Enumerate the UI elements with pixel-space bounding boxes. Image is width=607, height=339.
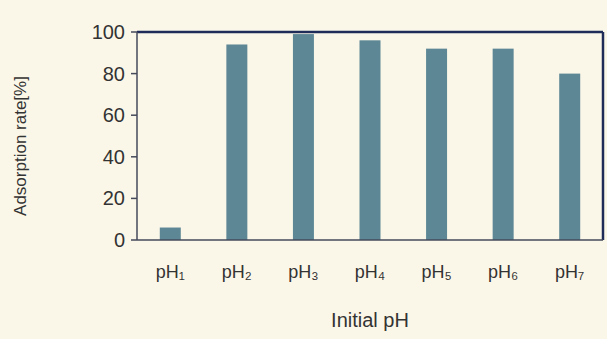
- y-axis-label: Adsorption rate[%]: [11, 76, 30, 216]
- bar: [493, 49, 514, 240]
- x-tick-label: pH₃: [288, 262, 318, 282]
- x-tick-label: pH₅: [421, 262, 451, 282]
- x-axis-label: Initial pH: [331, 309, 409, 331]
- y-tick: [131, 239, 137, 241]
- chart-container: 0 20 40 60 80 100 pH₁ pH₂ pH₃ pH₄ pH₅ pH₆ pH₇ Initial…: [0, 0, 607, 339]
- y-tick: [131, 31, 137, 33]
- x-tick-label: pH₇: [555, 262, 584, 282]
- y-tick: [131, 114, 137, 116]
- y-tick-label: 80: [103, 63, 125, 85]
- bar: [426, 49, 447, 240]
- y-tick: [131, 73, 137, 75]
- x-tick-label: pH₆: [488, 262, 518, 282]
- x-tick-label: pH₂: [222, 262, 252, 282]
- chart-svg: 0 20 40 60 80 100 pH₁ pH₂ pH₃ pH₄ pH₅ pH₆ pH₇ Initial…: [0, 0, 607, 339]
- bars: [160, 34, 580, 240]
- y-tick-label: 100: [92, 21, 125, 43]
- frame-top: [137, 31, 603, 34]
- x-tick-label: pH₄: [355, 262, 385, 282]
- y-tick: [131, 156, 137, 158]
- bar: [226, 44, 247, 240]
- y-tick-label: 40: [103, 146, 125, 168]
- x-tick-label: pH₁: [156, 262, 185, 282]
- y-tick-label: 0: [114, 229, 125, 251]
- y-axis: [136, 32, 138, 240]
- y-tick-label: 20: [103, 187, 125, 209]
- y-tick-label: 60: [103, 104, 125, 126]
- bar: [293, 34, 314, 240]
- frame-right: [602, 32, 605, 240]
- bar: [160, 228, 181, 240]
- y-tick: [131, 198, 137, 200]
- bar: [360, 40, 381, 240]
- x-axis: [137, 239, 603, 241]
- bar: [559, 74, 580, 240]
